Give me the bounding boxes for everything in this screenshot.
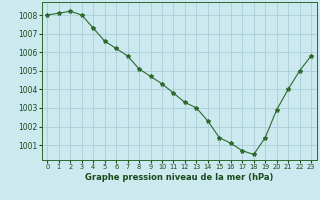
X-axis label: Graphe pression niveau de la mer (hPa): Graphe pression niveau de la mer (hPa) [85, 173, 273, 182]
